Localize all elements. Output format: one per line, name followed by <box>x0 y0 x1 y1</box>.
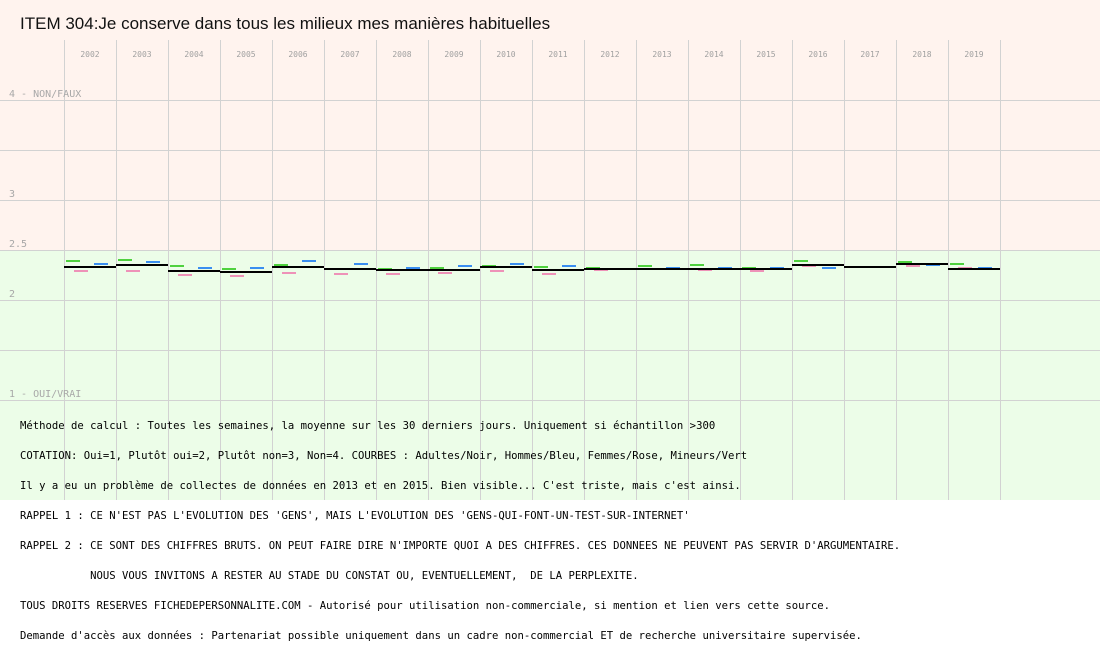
x-tick-label: 2003 <box>132 50 151 59</box>
background-band <box>0 0 1100 250</box>
note-line: TOUS DROITS RESERVES FICHEDEPERSONNALITE… <box>20 600 831 612</box>
y-tick-label: 3 <box>9 189 15 200</box>
x-tick-label: 2002 <box>80 50 99 59</box>
note-line: RAPPEL 1 : CE N'EST PAS L'EVOLUTION DES … <box>20 510 690 522</box>
method-notes: Méthode de calcul : Toutes les semaines,… <box>20 401 1090 651</box>
series-marks <box>64 259 1000 277</box>
background-bands <box>0 0 1100 500</box>
y-tick-label: 2 <box>9 289 15 300</box>
x-tick-label: 2014 <box>704 50 723 59</box>
x-tick-label: 2008 <box>392 50 411 59</box>
y-tick-label: 4 - NON/FAUX <box>9 89 81 100</box>
x-tick-label: 2006 <box>288 50 307 59</box>
note-line: Méthode de calcul : Toutes les semaines,… <box>20 420 716 432</box>
note-line: COTATION: Oui=1, Plutôt oui=2, Plutôt no… <box>20 450 748 462</box>
x-axis-labels: 2002 2003 2004 2005 2006 2007 2008 2009 2010 2011… <box>80 50 983 59</box>
note-line: RAPPEL 2 : CE SONT DES CHIFFRES BRUTS. O… <box>20 540 901 552</box>
x-tick-label: 2017 <box>860 50 879 59</box>
x-tick-label: 2007 <box>340 50 359 59</box>
x-tick-label: 2013 <box>652 50 671 59</box>
x-tick-label: 2018 <box>912 50 931 59</box>
x-tick-label: 2012 <box>600 50 619 59</box>
y-tick-label: 1 - OUI/VRAI <box>9 389 81 400</box>
x-tick-label: 2019 <box>964 50 983 59</box>
x-tick-label: 2004 <box>184 50 203 59</box>
x-tick-label: 2011 <box>548 50 567 59</box>
note-line: Demande d'accès aux données : Partenaria… <box>20 630 862 642</box>
x-tick-label: 2009 <box>444 50 463 59</box>
note-line: NOUS VOUS INVITONS A RESTER AU STADE DU … <box>20 570 639 582</box>
x-tick-label: 2010 <box>496 50 515 59</box>
x-tick-label: 2015 <box>756 50 775 59</box>
chart-title: ITEM 304:Je conserve dans tous les milie… <box>20 14 550 33</box>
x-tick-label: 2016 <box>808 50 827 59</box>
note-line: Il y a eu un problème de collectes de do… <box>20 480 741 492</box>
y-tick-label: 2.5 <box>9 239 27 250</box>
x-tick-label: 2005 <box>236 50 255 59</box>
background-band <box>0 250 1100 500</box>
series-adultes <box>64 263 1000 273</box>
y-axis-labels: 4 - NON/FAUX 3 2.5 2 1 - OUI/VRAI <box>9 89 81 400</box>
